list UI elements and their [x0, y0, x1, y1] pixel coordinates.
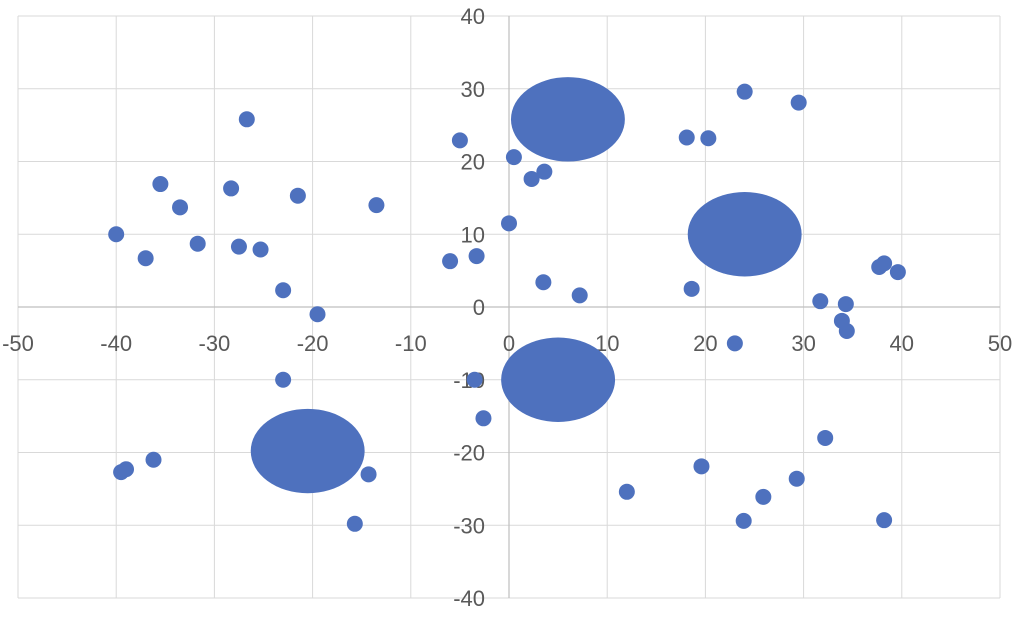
- x-tick-label: -10: [395, 331, 427, 356]
- point-clusters: [250, 77, 802, 494]
- scatter-point: [837, 296, 854, 313]
- scatter-point: [346, 515, 363, 532]
- scatter-point: [442, 253, 459, 270]
- x-tick-label: 20: [693, 331, 717, 356]
- scatter-point: [309, 306, 326, 323]
- y-tick-label: 0: [473, 295, 485, 320]
- point-cluster: [687, 192, 802, 277]
- y-tick-label: 30: [461, 77, 485, 102]
- point-cluster: [250, 408, 365, 494]
- x-tick-label: 40: [890, 331, 914, 356]
- scatter-point: [238, 111, 255, 128]
- scatter-point: [755, 488, 772, 505]
- scatter-point: [475, 410, 492, 427]
- scatter-point: [189, 235, 206, 252]
- point-cluster: [501, 337, 616, 422]
- scatter-point: [145, 451, 162, 468]
- scatter-point: [618, 483, 635, 500]
- scatter-point: [790, 94, 807, 111]
- point-cluster: [510, 77, 625, 162]
- scatter-point: [466, 371, 483, 388]
- scatter-point: [172, 199, 189, 216]
- x-tick-label: -50: [2, 331, 34, 356]
- scatter-point: [230, 238, 247, 255]
- x-tick-label: 0: [503, 331, 515, 356]
- y-tick-label: -40: [453, 586, 485, 611]
- scatter-point: [838, 323, 855, 340]
- scatter-point: [275, 371, 292, 388]
- scatter-point: [876, 512, 893, 529]
- x-tick-label: -40: [100, 331, 132, 356]
- scatter-point: [368, 197, 385, 214]
- scatter-point: [683, 280, 700, 297]
- scatter-point: [693, 458, 710, 475]
- scatter-point: [118, 461, 135, 478]
- scatter-point: [726, 335, 743, 352]
- x-tick-label: -30: [199, 331, 231, 356]
- y-tick-label: 10: [461, 222, 485, 247]
- scatter-point: [735, 512, 752, 529]
- scatter-point: [736, 83, 753, 100]
- x-tick-labels: -50 -40 -30 -20 -10 0 10 20 30 40 50: [2, 331, 1012, 356]
- scatter-points: [108, 83, 906, 532]
- scatter-point: [108, 226, 125, 243]
- scatter-point: [876, 255, 893, 272]
- scatter-point: [252, 241, 269, 258]
- scatter-point: [451, 132, 468, 149]
- scatter-point: [536, 163, 553, 180]
- scatter-point: [535, 274, 552, 291]
- x-tick-label: 50: [988, 331, 1012, 356]
- scatter-point: [505, 149, 522, 166]
- scatter-point: [223, 180, 240, 197]
- y-tick-label: -20: [453, 441, 485, 466]
- scatter-point: [817, 429, 834, 446]
- scatter-point: [571, 287, 588, 304]
- scatter-point: [468, 248, 485, 265]
- x-tick-label: 30: [791, 331, 815, 356]
- scatter-point: [152, 176, 169, 193]
- axes: [18, 16, 1000, 598]
- scatter-point: [275, 282, 292, 299]
- y-tick-label: -30: [453, 513, 485, 538]
- x-tick-label: -20: [297, 331, 329, 356]
- scatter-point: [678, 129, 695, 146]
- scatter-point: [788, 470, 805, 487]
- y-tick-label: 40: [461, 4, 485, 29]
- scatter-point: [523, 170, 540, 187]
- scatter-point: [289, 187, 306, 204]
- scatter-point: [360, 466, 377, 483]
- scatter-point: [889, 264, 906, 281]
- scatter-point: [812, 293, 829, 310]
- y-tick-label: 20: [461, 150, 485, 175]
- scatter-point: [137, 250, 154, 267]
- scatter-point: [501, 215, 517, 232]
- scatter-point: [700, 130, 717, 147]
